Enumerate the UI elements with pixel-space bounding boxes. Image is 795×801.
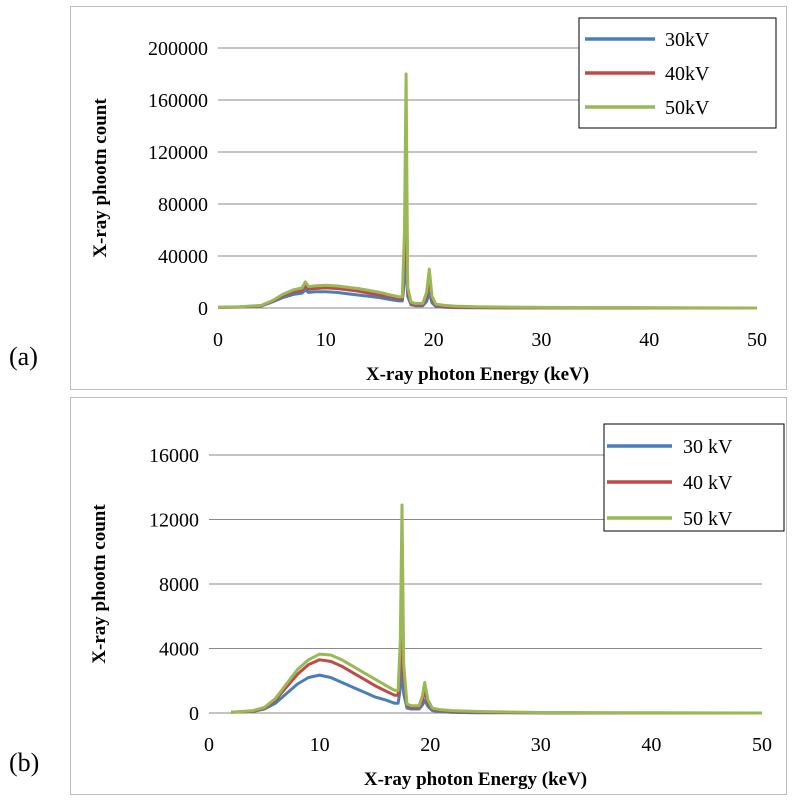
x-axis-title-a: X-ray photon Energy (keV) <box>366 364 589 385</box>
panel-label-b: (b) <box>9 748 40 777</box>
y-tick-label-b-0: 0 <box>189 703 199 725</box>
y-tick-label-b-4: 16000 <box>149 445 199 467</box>
x-tick-label-b-5: 50 <box>752 734 772 756</box>
x-tick-label-a-5: 50 <box>747 329 767 351</box>
y-axis-title-a: X-ray phootn count <box>90 98 111 258</box>
series-line-b-2 <box>230 503 763 715</box>
legend-label-a-0: 30kV <box>665 29 710 51</box>
y-axis-title-b: X-ray phootn count <box>89 504 110 664</box>
y-tick-label-a-2: 80000 <box>158 194 208 216</box>
y-tick-label-a-0: 0 <box>198 298 208 320</box>
y-tick-label-a-4: 160000 <box>148 90 208 112</box>
panel-label-a: (a) <box>9 342 38 371</box>
y-tick-label-a-5: 200000 <box>148 38 208 60</box>
series-line-a-1 <box>217 150 757 310</box>
series-line-a-0 <box>217 241 757 310</box>
legend-label-a-2: 50kV <box>665 97 710 119</box>
x-tick-label-b-0: 0 <box>204 734 214 756</box>
x-tick-label-a-0: 0 <box>213 329 223 351</box>
x-tick-label-a-3: 30 <box>531 329 551 351</box>
legend-label-b-0: 30 kV <box>683 436 733 458</box>
legend-label-a-1: 40kV <box>665 63 710 85</box>
y-tick-label-a-3: 120000 <box>148 142 208 164</box>
x-tick-label-b-1: 10 <box>310 734 330 756</box>
x-tick-label-a-4: 40 <box>639 329 659 351</box>
x-tick-label-a-1: 10 <box>316 329 336 351</box>
legend-label-b-2: 50 kV <box>683 508 733 530</box>
x-tick-label-a-2: 20 <box>424 329 444 351</box>
y-tick-label-b-3: 12000 <box>149 510 199 532</box>
x-tick-label-b-4: 40 <box>641 734 661 756</box>
legend-box-b <box>603 423 785 532</box>
x-axis-title-b: X-ray photon Energy (keV) <box>364 769 587 790</box>
y-tick-label-b-1: 4000 <box>159 639 199 661</box>
legend-label-b-1: 40 kV <box>683 472 733 494</box>
series-line-b-1 <box>231 590 762 715</box>
series-line-a-2 <box>217 72 758 310</box>
y-tick-label-a-1: 40000 <box>158 246 208 268</box>
y-tick-label-b-2: 8000 <box>159 574 199 596</box>
x-tick-label-b-2: 20 <box>420 734 440 756</box>
x-tick-label-b-3: 30 <box>531 734 551 756</box>
